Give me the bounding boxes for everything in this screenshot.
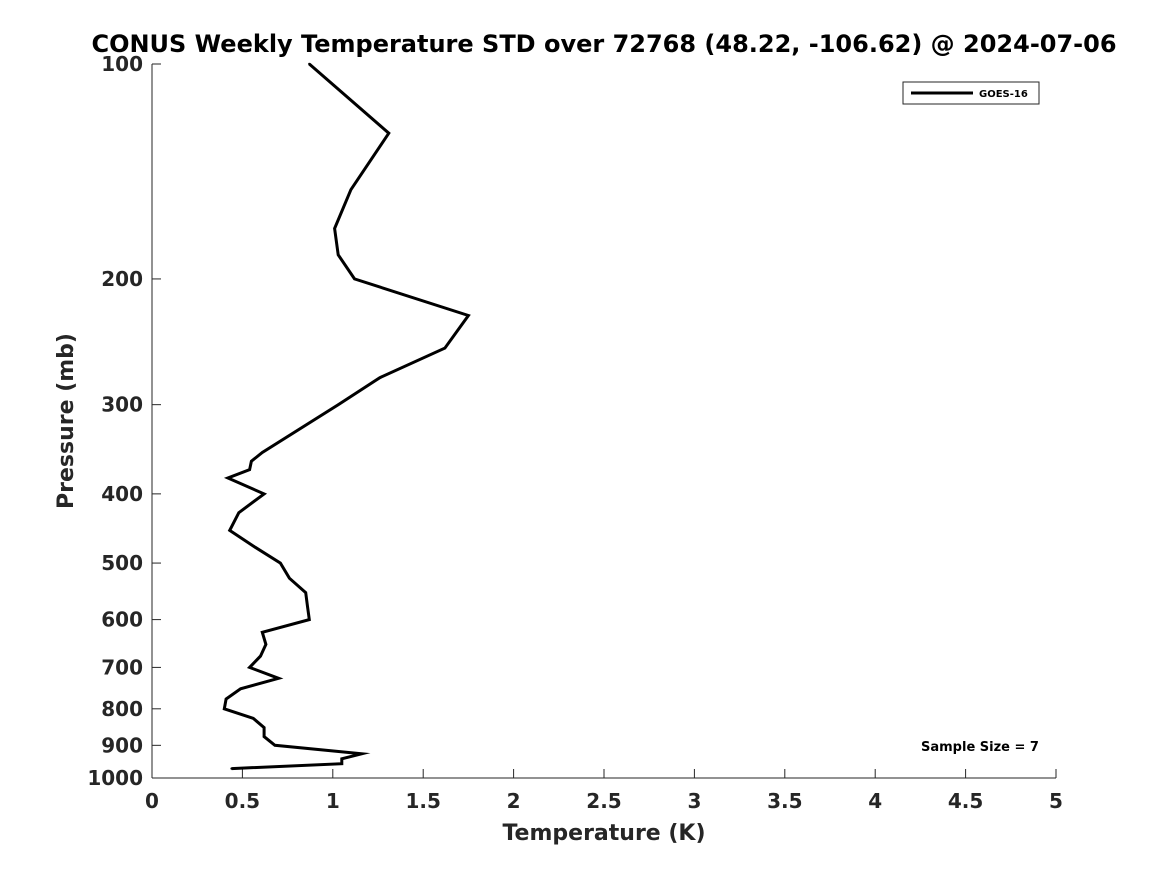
- data-point: [288, 577, 291, 580]
- x-tick-label: 1.5: [405, 789, 440, 813]
- series-line-goes-16: [222, 62, 471, 771]
- data-point: [387, 132, 390, 135]
- y-tick-label: 300: [101, 393, 143, 417]
- data-point: [224, 697, 228, 701]
- x-axis-ticks: 0 0.5 1 1.5 2 2.5 3 3.5 4 4.5 5: [145, 769, 1063, 813]
- data-point: [308, 618, 311, 621]
- data-point: [261, 451, 264, 454]
- data-point: [353, 277, 356, 281]
- y-axis-ticks: 100 200 300 400 500 600 700 800 900 1000: [87, 52, 161, 790]
- data-point: [226, 476, 230, 480]
- data-point: [340, 762, 343, 765]
- data-point: [337, 403, 340, 406]
- data-point: [237, 511, 240, 514]
- data-point: [273, 744, 277, 747]
- data-point: [262, 492, 266, 496]
- plot-area-frame: [152, 64, 1056, 778]
- data-point: [253, 546, 257, 549]
- data-point: [223, 707, 226, 710]
- data-point: [349, 188, 353, 191]
- x-tick-label: 0.5: [225, 789, 260, 813]
- y-tick-label: 100: [101, 52, 143, 76]
- y-tick-label: 1000: [87, 766, 143, 790]
- x-axis-label: Temperature (K): [502, 821, 705, 846]
- y-tick-label: 700: [101, 655, 143, 679]
- y-axis-label: Pressure (mb): [54, 333, 79, 509]
- data-point: [337, 253, 340, 256]
- data-point: [308, 62, 311, 66]
- data-point: [248, 666, 251, 669]
- data-point: [304, 591, 307, 594]
- data-point: [248, 468, 251, 471]
- series-layer: [222, 62, 471, 771]
- data-point: [259, 654, 262, 658]
- y-tick-label: 500: [101, 551, 143, 575]
- data-point: [250, 460, 253, 463]
- x-tick-label: 3.5: [767, 789, 802, 813]
- data-point: [306, 605, 309, 608]
- legend-label-goes-16: GOES-16: [979, 89, 1028, 100]
- data-point: [378, 376, 381, 379]
- data-point: [467, 314, 470, 317]
- x-tick-label: 2.5: [586, 789, 621, 813]
- y-tick-label: 800: [101, 697, 143, 721]
- y-tick-label: 600: [101, 608, 143, 632]
- data-point: [262, 735, 266, 738]
- x-tick-label: 5: [1049, 789, 1063, 813]
- y-tick-label: 400: [101, 482, 143, 506]
- data-point: [443, 346, 447, 350]
- y-tick-label: 900: [101, 733, 143, 757]
- data-point: [360, 752, 363, 755]
- data-point: [279, 561, 282, 565]
- data-point: [277, 677, 280, 680]
- x-tick-label: 2: [507, 789, 521, 813]
- x-tick-label: 4: [868, 789, 882, 813]
- data-point: [264, 643, 268, 646]
- data-point: [262, 726, 266, 729]
- data-point: [333, 227, 336, 230]
- x-tick-label: 4.5: [948, 789, 983, 813]
- legend: GOES-16: [902, 81, 1040, 105]
- data-point: [252, 717, 255, 720]
- data-point: [261, 631, 264, 634]
- sample-size-annotation: Sample Size = 7: [921, 740, 1039, 755]
- data-point: [230, 767, 233, 770]
- x-tick-label: 3: [687, 789, 701, 813]
- x-tick-label: 0: [145, 789, 159, 813]
- y-tick-label: 200: [101, 267, 143, 291]
- data-point: [340, 757, 343, 760]
- x-tick-label: 1: [326, 789, 340, 813]
- data-point: [239, 687, 242, 690]
- data-point: [228, 529, 231, 532]
- chart-title: CONUS Weekly Temperature STD over 72768 …: [91, 30, 1116, 58]
